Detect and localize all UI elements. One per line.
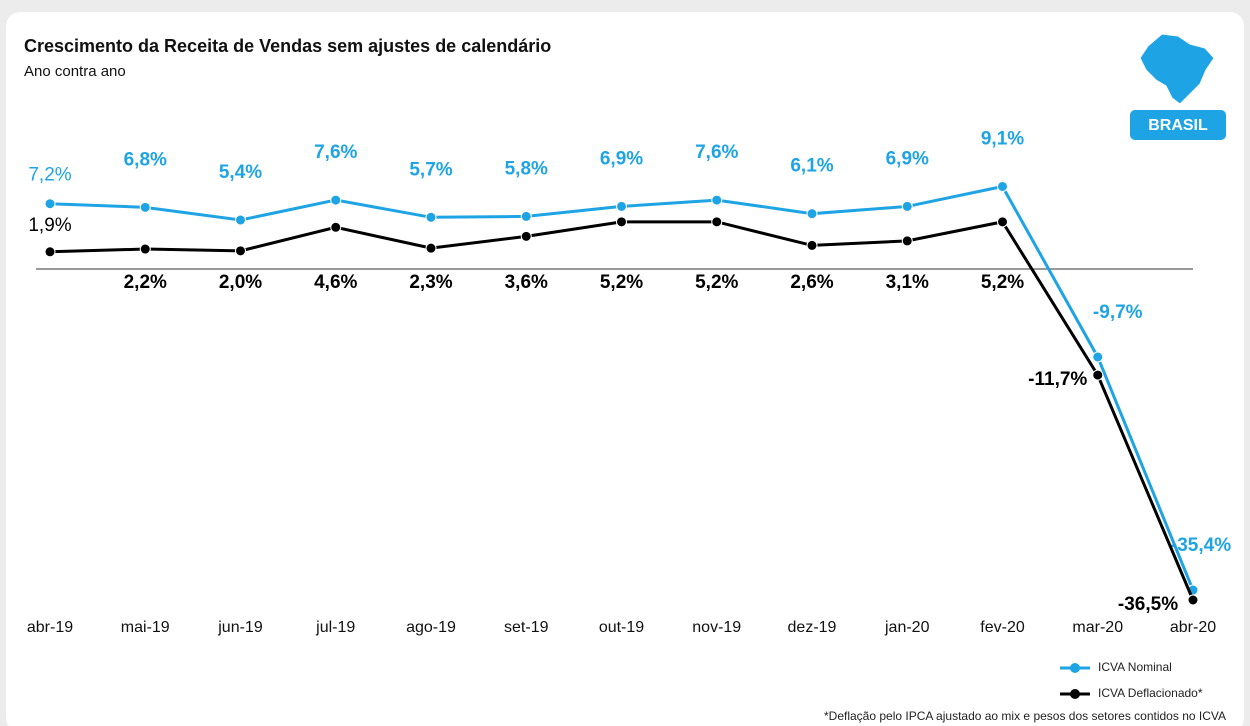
data-point xyxy=(711,194,723,206)
x-tick-label: abr-19 xyxy=(27,619,73,636)
data-label: 7,2% xyxy=(28,165,71,186)
data-point xyxy=(997,180,1008,192)
legend-label: ICVA Nominal xyxy=(1098,660,1172,674)
x-tick-label: jan-20 xyxy=(884,619,930,636)
legend-marker xyxy=(1070,663,1080,673)
data-point xyxy=(711,216,723,228)
legend-marker xyxy=(1070,689,1080,699)
data-label: 5,2% xyxy=(695,272,738,293)
x-tick-label: out-19 xyxy=(599,619,644,636)
data-label: 7,6% xyxy=(695,142,738,163)
x-tick-label: fev-20 xyxy=(980,619,1025,636)
map-icon xyxy=(1139,33,1215,105)
legend-label: ICVA Deflacionado* xyxy=(1098,686,1203,700)
x-tick-label: abr-20 xyxy=(1170,619,1216,636)
data-label: -36,5% xyxy=(1118,594,1178,615)
data-label: 6,8% xyxy=(124,149,167,170)
data-label: -11,7% xyxy=(1028,369,1087,390)
data-label: 2,6% xyxy=(790,272,833,293)
badge xyxy=(1130,110,1226,140)
data-point xyxy=(235,245,246,257)
chart-title: Crescimento da Receita de Vendas sem aju… xyxy=(24,36,551,56)
data-point xyxy=(44,246,56,258)
data-point xyxy=(330,194,342,206)
data-point xyxy=(520,230,532,242)
data-point xyxy=(806,208,818,220)
data-point xyxy=(806,239,818,251)
data-label: 5,2% xyxy=(600,272,643,293)
x-tick-label: ago-19 xyxy=(406,619,456,636)
data-point xyxy=(1187,594,1199,606)
data-point xyxy=(1092,369,1104,381)
data-label: 1,9% xyxy=(28,215,71,236)
data-point xyxy=(616,216,627,228)
x-tick-label: jul-19 xyxy=(315,619,355,636)
data-label: 9,1% xyxy=(981,128,1024,149)
data-label: 2,2% xyxy=(124,272,167,293)
chart-subtitle: Ano contra ano xyxy=(24,63,126,80)
data-label: 7,6% xyxy=(314,142,357,163)
data-point xyxy=(235,214,246,226)
data-label: 3,6% xyxy=(505,272,548,293)
data-label: 5,2% xyxy=(981,272,1024,293)
data-point xyxy=(616,200,627,212)
data-label: 3,1% xyxy=(886,272,929,293)
data-point xyxy=(44,198,56,210)
data-point xyxy=(901,200,913,212)
data-point xyxy=(1092,351,1104,363)
data-point xyxy=(901,235,913,247)
x-tick-label: set-19 xyxy=(504,619,549,636)
x-tick-label: mai-19 xyxy=(121,619,170,636)
data-point xyxy=(425,242,437,254)
data-label: 6,9% xyxy=(886,148,929,169)
data-label: 6,1% xyxy=(790,156,833,177)
x-tick-label: nov-19 xyxy=(692,619,741,636)
data-point xyxy=(997,216,1008,228)
data-label: 2,0% xyxy=(219,272,262,293)
data-point xyxy=(330,221,342,233)
data-label: -35,4% xyxy=(1171,535,1231,556)
data-point xyxy=(139,201,151,213)
data-point xyxy=(425,211,437,223)
data-label: 5,8% xyxy=(505,158,548,179)
data-label: 5,4% xyxy=(219,162,262,183)
data-point xyxy=(139,243,151,255)
x-tick-label: jun-19 xyxy=(217,619,263,636)
badge-label: BRASIL xyxy=(1148,117,1208,134)
data-label: 4,6% xyxy=(314,272,357,293)
data-label: 6,9% xyxy=(600,148,643,169)
data-label: 5,7% xyxy=(409,159,452,180)
x-tick-label: mar-20 xyxy=(1072,619,1123,636)
footnote: *Deflação pelo IPCA ajustado ao mix e pe… xyxy=(824,709,1226,723)
card xyxy=(6,12,1244,726)
data-point xyxy=(520,210,532,222)
data-label: 2,3% xyxy=(409,272,452,293)
x-tick-label: dez-19 xyxy=(788,619,837,636)
data-label: -9,7% xyxy=(1093,302,1143,323)
